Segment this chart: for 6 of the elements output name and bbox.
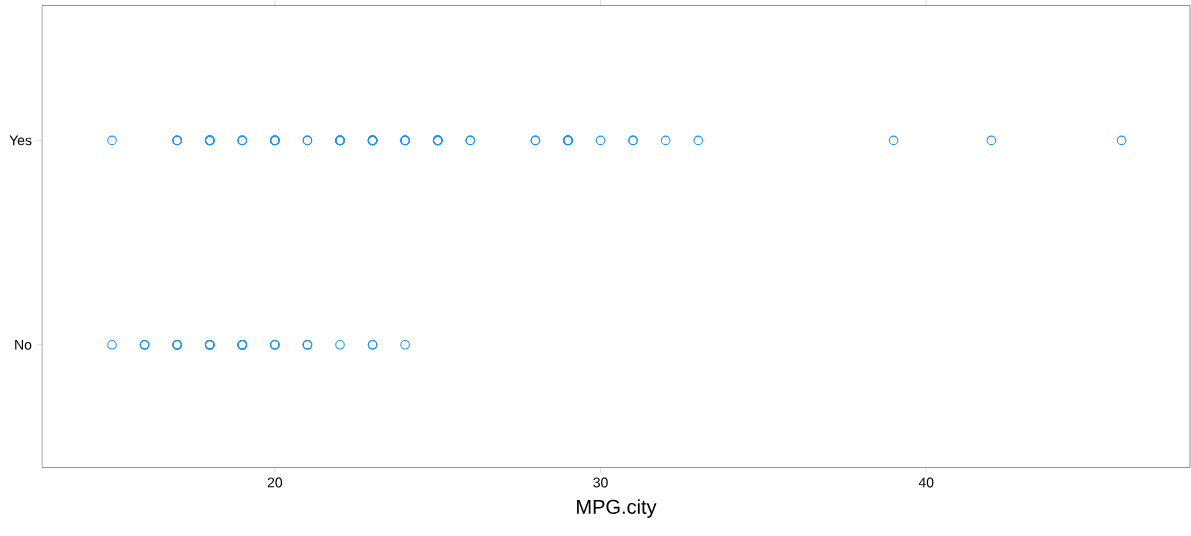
x-tick-label: 40: [918, 477, 934, 488]
x-tick-label: 30: [593, 477, 608, 488]
x-tick-label: 20: [267, 477, 283, 488]
x-axis-title: MPG.city: [577, 499, 657, 518]
y-tick-label: No: [15, 339, 32, 350]
y-tick-label: Yes: [9, 135, 32, 146]
